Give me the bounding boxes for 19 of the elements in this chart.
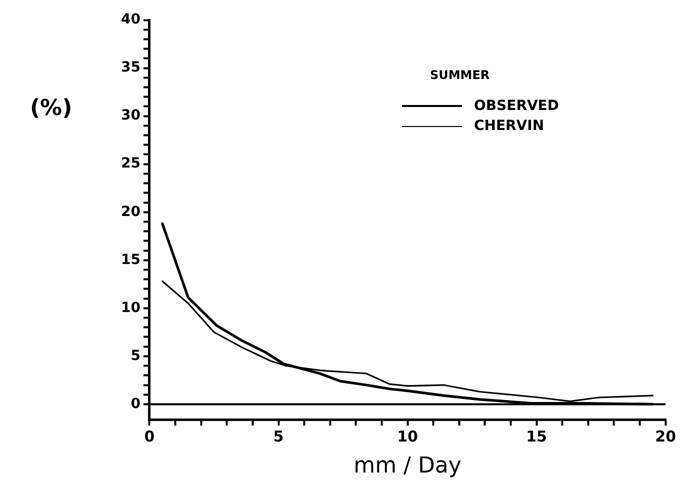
y-axis-title: (%) — [30, 96, 72, 121]
legend-label: OBSERVED — [474, 97, 559, 116]
y-tick-label: 25 — [121, 156, 140, 172]
x-tick-label: 5 — [273, 427, 284, 446]
x-tick-label: 10 — [397, 427, 418, 446]
x-axis-title: mm / Day — [354, 454, 462, 479]
x-tick-label: 0 — [144, 427, 155, 446]
y-tick-label: 20 — [121, 204, 141, 220]
y-tick-label: 5 — [130, 348, 140, 364]
y-tick-label: 10 — [121, 300, 141, 316]
x-tick-label: 20 — [655, 427, 676, 446]
y-tick-label: 35 — [121, 60, 140, 76]
legend-label: CHERVIN — [474, 117, 544, 136]
y-tick-label: 40 — [121, 12, 141, 28]
y-tick-label: 15 — [121, 252, 140, 268]
y-tick-label: 30 — [121, 108, 141, 124]
x-tick-label: 15 — [526, 427, 547, 446]
y-tick-label: 0 — [130, 396, 141, 412]
legend-title: SUMMER — [430, 68, 491, 82]
